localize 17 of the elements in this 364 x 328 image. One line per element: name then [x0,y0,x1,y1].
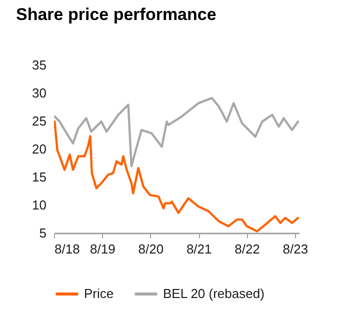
x-tick-label: 8/18 [54,242,80,256]
x-tick-label: 8/19 [90,242,116,256]
x-tick-label: 8/22 [234,242,260,256]
y-tick-label: 35 [32,58,46,72]
x-tick-label: 8/20 [138,242,164,256]
y-tick-label: 30 [32,86,46,100]
y-tick-label: 25 [32,114,46,128]
legend-label: BEL 20 (rebased) [163,286,264,301]
y-tick-label: 10 [32,198,46,212]
y-tick-label: 20 [32,142,46,156]
y-tick-label: 15 [32,170,46,184]
line-series [54,96,299,168]
y-tick-label: 5 [39,226,46,240]
chart-title: Share price performance [16,5,216,24]
x-tick-label: 8/23 [282,242,308,256]
x-tick-label: 8/21 [186,242,212,256]
legend-label: Price [84,286,114,301]
